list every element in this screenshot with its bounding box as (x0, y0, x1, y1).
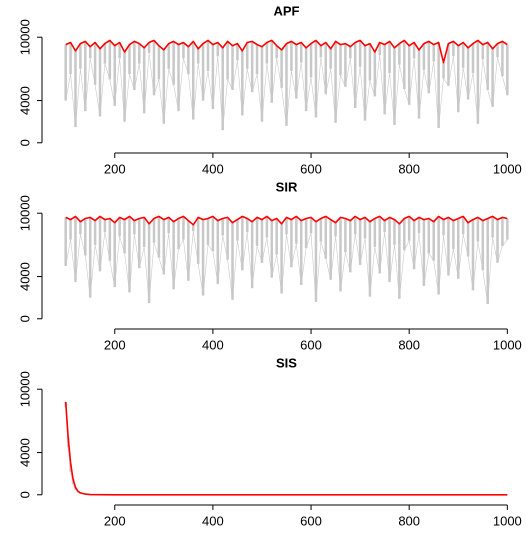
x-tick-label: 400 (202, 513, 224, 528)
y-tick-label: 10000 (17, 19, 32, 55)
x-tick-label: 600 (300, 337, 322, 352)
series-line (65, 215, 508, 226)
panel-title: APF (274, 3, 300, 18)
spread-line (65, 52, 508, 131)
y-tick-label: 4000 (17, 86, 32, 115)
x-tick-label: 1000 (493, 513, 522, 528)
panel-title: SIS (276, 355, 297, 370)
x-tick-label: 800 (398, 513, 420, 528)
y-tick-label: 0 (17, 139, 32, 146)
x-tick-label: 800 (398, 337, 420, 352)
x-tick-label: 200 (104, 513, 126, 528)
x-tick-label: 400 (202, 161, 224, 176)
series-line (64, 401, 508, 496)
panel-title: SIR (276, 179, 298, 194)
y-tick-label: 10000 (17, 371, 32, 407)
spread-line (65, 230, 508, 305)
y-tick-label: 0 (17, 315, 32, 322)
x-tick-label: 600 (300, 161, 322, 176)
x-tick-label: 200 (104, 161, 126, 176)
x-tick-label: 400 (202, 337, 224, 352)
x-tick-label: 800 (398, 161, 420, 176)
x-tick-label: 1000 (493, 161, 522, 176)
spread-line (65, 407, 508, 496)
x-tick-label: 200 (104, 337, 126, 352)
y-tick-label: 4000 (17, 262, 32, 291)
y-tick-label: 0 (17, 491, 32, 498)
x-tick-label: 1000 (493, 337, 522, 352)
series-line (65, 39, 508, 64)
y-tick-label: 4000 (17, 438, 32, 467)
x-tick-label: 600 (300, 513, 322, 528)
y-tick-label: 10000 (17, 195, 32, 231)
